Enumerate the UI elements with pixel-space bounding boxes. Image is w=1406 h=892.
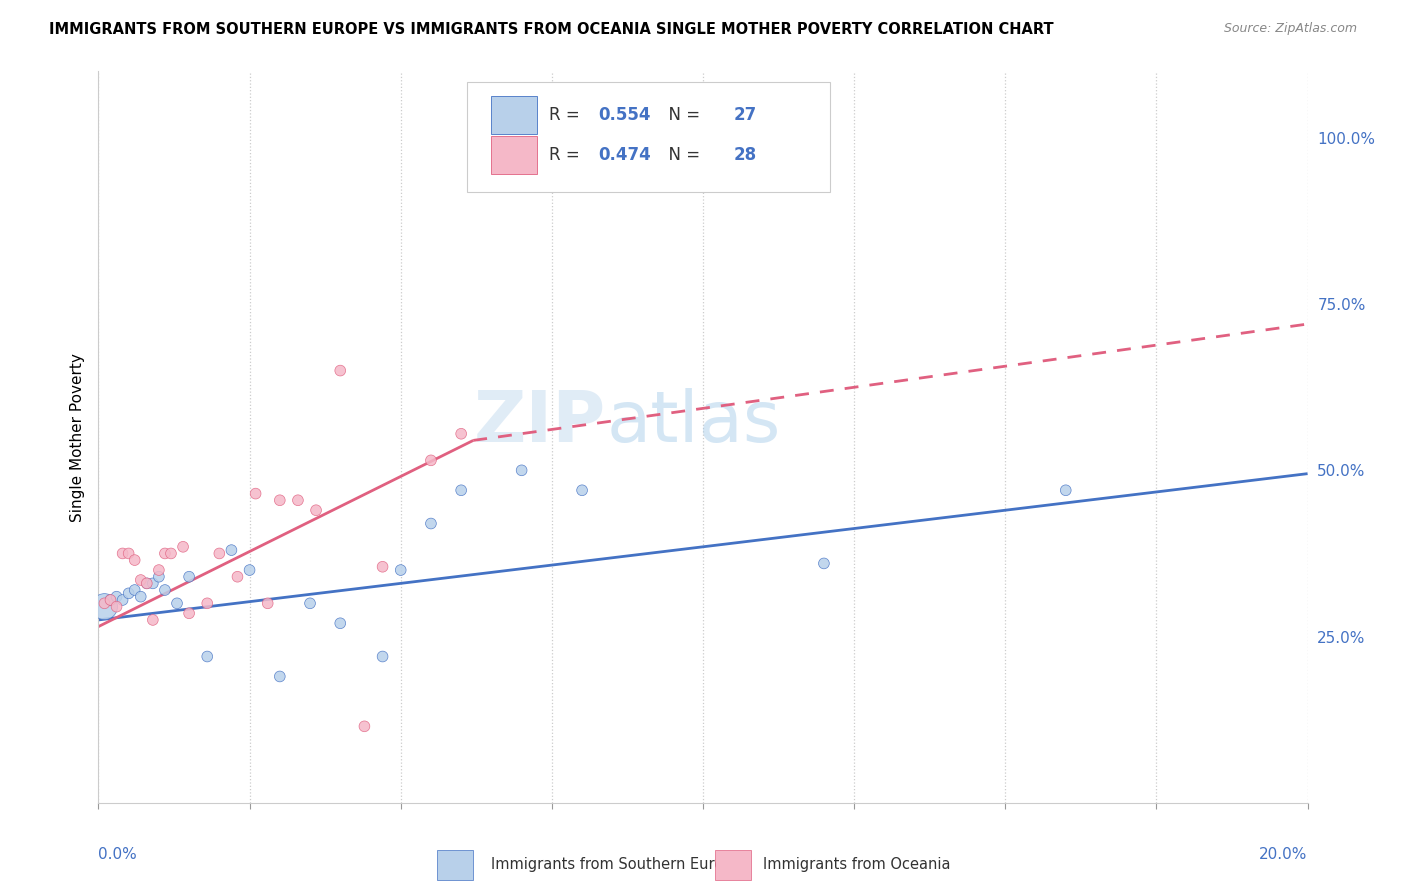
Point [450,426,472,441]
Text: Source: ZipAtlas.com: Source: ZipAtlas.com [1223,22,1357,36]
Point [135,576,157,591]
Point [208,546,231,560]
Point [239,563,262,577]
Text: 0.474: 0.474 [598,146,651,164]
Point [129,590,152,604]
Point [305,503,328,517]
Point [118,586,141,600]
Point [287,493,309,508]
Point [105,599,128,614]
Text: 28: 28 [734,146,756,164]
Point [420,516,443,531]
FancyBboxPatch shape [716,850,751,880]
Text: 27: 27 [734,106,756,124]
Point [93,599,115,614]
Point [299,596,322,610]
Point [371,649,394,664]
Point [172,540,194,554]
Point [124,553,146,567]
Point [420,453,443,467]
Text: N =: N = [658,106,706,124]
Point [463,131,485,145]
Point [371,559,394,574]
Point [179,607,201,621]
Point [245,486,267,500]
Point [124,582,146,597]
FancyBboxPatch shape [492,136,537,175]
Point [195,649,218,664]
Y-axis label: Single Mother Poverty: Single Mother Poverty [69,352,84,522]
Text: R =: R = [550,106,585,124]
Text: IMMIGRANTS FROM SOUTHERN EUROPE VS IMMIGRANTS FROM OCEANIA SINGLE MOTHER POVERTY: IMMIGRANTS FROM SOUTHERN EUROPE VS IMMIG… [49,22,1054,37]
Text: 20.0%: 20.0% [1260,847,1308,862]
Point [329,363,352,377]
Point [118,546,141,560]
Point [195,596,218,610]
Point [142,613,165,627]
Point [153,582,176,597]
FancyBboxPatch shape [492,96,537,135]
Point [100,593,122,607]
Point [166,596,188,610]
Point [256,596,278,610]
Point [111,593,134,607]
Point [129,573,152,587]
Point [148,570,170,584]
Point [111,546,134,560]
Point [269,493,291,508]
Point [510,463,533,477]
Text: 0.554: 0.554 [598,106,651,124]
Point [450,483,472,498]
Point [135,576,157,591]
Point [93,596,115,610]
Point [100,593,122,607]
Point [142,576,165,591]
Point [160,546,183,560]
Point [148,563,170,577]
Point [571,483,593,498]
Text: atlas: atlas [606,388,780,457]
Text: R =: R = [550,146,585,164]
Point [269,669,291,683]
Point [221,543,243,558]
Point [329,616,352,631]
Text: Immigrants from Oceania: Immigrants from Oceania [763,857,950,872]
Point [105,590,128,604]
Text: N =: N = [658,146,706,164]
Point [389,563,412,577]
Point [226,570,249,584]
FancyBboxPatch shape [467,82,830,192]
Point [353,719,375,733]
Text: 0.0%: 0.0% [98,847,138,862]
Point [153,546,176,560]
Text: ZIP: ZIP [474,388,606,457]
Point [1054,483,1077,498]
Text: Immigrants from Southern Europe: Immigrants from Southern Europe [492,857,742,872]
FancyBboxPatch shape [437,850,474,880]
Point [179,570,201,584]
Point [813,557,835,571]
